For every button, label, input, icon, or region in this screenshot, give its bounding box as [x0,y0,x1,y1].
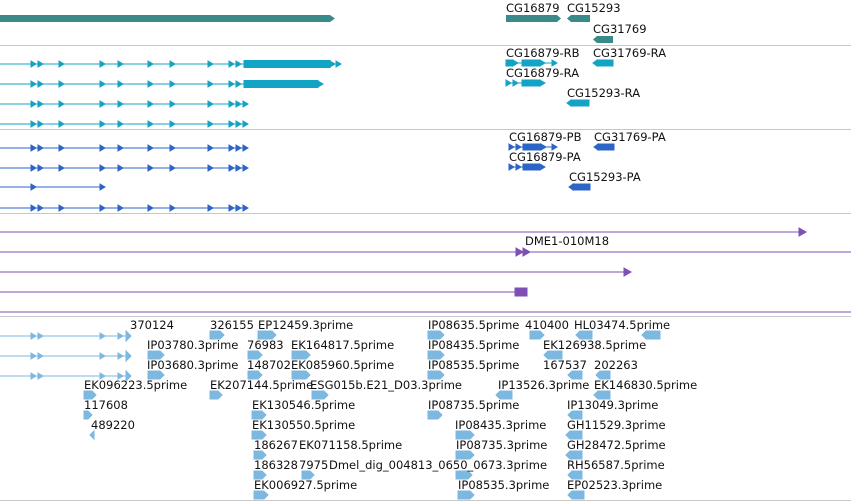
clone-label[interactable]: DME1-010M18 [525,234,610,248]
est-label[interactable]: GH11529.3prime [567,418,666,432]
est-label[interactable]: 148702 [247,358,291,372]
est-label[interactable]: 489220 [91,418,135,432]
est-label[interactable]: 76983 [247,338,284,352]
cds-label[interactable]: CG15293-PA [569,170,641,184]
est-label[interactable]: EK207144.5prime [210,378,314,392]
mrna-track: CG16879-RB CG31769-RA CG16879-RA CG15293… [0,46,851,129]
track-separator [0,129,851,130]
track-separator [0,316,851,317]
est-label[interactable]: IP08735.5prime [428,398,520,412]
mrna-glyph[interactable] [0,46,851,129]
est-glyph[interactable] [0,317,851,500]
cds-label[interactable]: CG31769-PA [594,130,666,144]
est-label[interactable]: 410400 [525,318,569,332]
est-label[interactable]: EP02523.3prime [567,478,663,492]
mrna-label[interactable]: CG15293-RA [567,86,641,100]
est-label[interactable]: EK146830.5prime [594,378,698,392]
est-label[interactable]: 202263 [594,358,638,372]
mrna-label[interactable]: CG16879-RA [506,66,580,80]
gene-track: CG16879 CG15293 CG31769 [0,0,851,45]
cds-label[interactable]: CG16879-PA [509,150,581,164]
est-label[interactable]: 326155 [210,318,254,332]
est-label[interactable]: IP08435.5prime [428,338,520,352]
est-label[interactable]: EK164817.5prime [291,338,395,352]
mrna-label[interactable]: CG16879-RB [506,46,580,60]
est-label[interactable]: 186267 [254,438,298,452]
est-label[interactable]: EK126938.5prime [543,338,647,352]
est-label[interactable]: Dmel_dig_004813_0650_0673.3prime [329,458,548,472]
est-label[interactable]: HL03474.5prime [574,318,671,332]
track-separator [0,213,851,214]
est-label[interactable]: ESG015b.E21_D03.3prime [310,378,462,392]
est-track: 370124 326155 EP12459.3prime IP08635.5pr… [0,317,851,500]
gene-label[interactable]: CG16879 [506,1,560,15]
track-separator [0,45,851,46]
mrna-label[interactable]: CG31769-RA [593,46,667,60]
cds-label[interactable]: CG16879-PB [509,130,582,144]
est-label[interactable]: IP08735.3prime [456,438,548,452]
cds-track: CG16879-PB CG31769-PA CG16879-PA CG15293… [0,130,851,213]
est-label[interactable]: EK096223.5prime [84,378,188,392]
est-label[interactable]: RH56587.5prime [567,458,665,472]
est-label[interactable]: IP03780.3prime [147,338,239,352]
est-label[interactable]: IP08635.5prime [428,318,520,332]
clone-glyph[interactable] [0,214,851,314]
gene-label[interactable]: CG31769 [593,22,647,36]
est-label[interactable]: EK130546.5prime [252,398,356,412]
est-label[interactable]: GH28472.5prime [567,438,666,452]
est-label[interactable]: IP13049.3prime [567,398,659,412]
est-label[interactable]: IP08435.3prime [455,418,547,432]
est-label[interactable]: IP03680.3prime [147,358,239,372]
est-label[interactable]: IP08535.3prime [458,478,550,492]
est-label[interactable]: EK006927.5prime [254,478,358,492]
est-label[interactable]: IP13526.3prime [498,378,590,392]
est-label[interactable]: 370124 [130,318,174,332]
est-label[interactable]: EK071158.5prime [299,438,403,452]
est-label[interactable]: 7975 [299,458,329,472]
est-label[interactable]: 167537 [543,358,587,372]
est-label[interactable]: EK085960.5prime [291,358,395,372]
est-label[interactable]: EK130550.5prime [252,418,356,432]
cds-glyph[interactable] [0,130,851,213]
est-label[interactable]: IP08535.5prime [428,358,520,372]
est-label[interactable]: EP12459.3prime [258,318,354,332]
gene-label[interactable]: CG15293 [567,1,621,15]
est-label[interactable]: 186328 [254,458,298,472]
est-label[interactable]: 117608 [84,398,128,412]
gene-glyph[interactable] [0,0,851,45]
clone-track: DME1-010M18 [0,214,851,314]
